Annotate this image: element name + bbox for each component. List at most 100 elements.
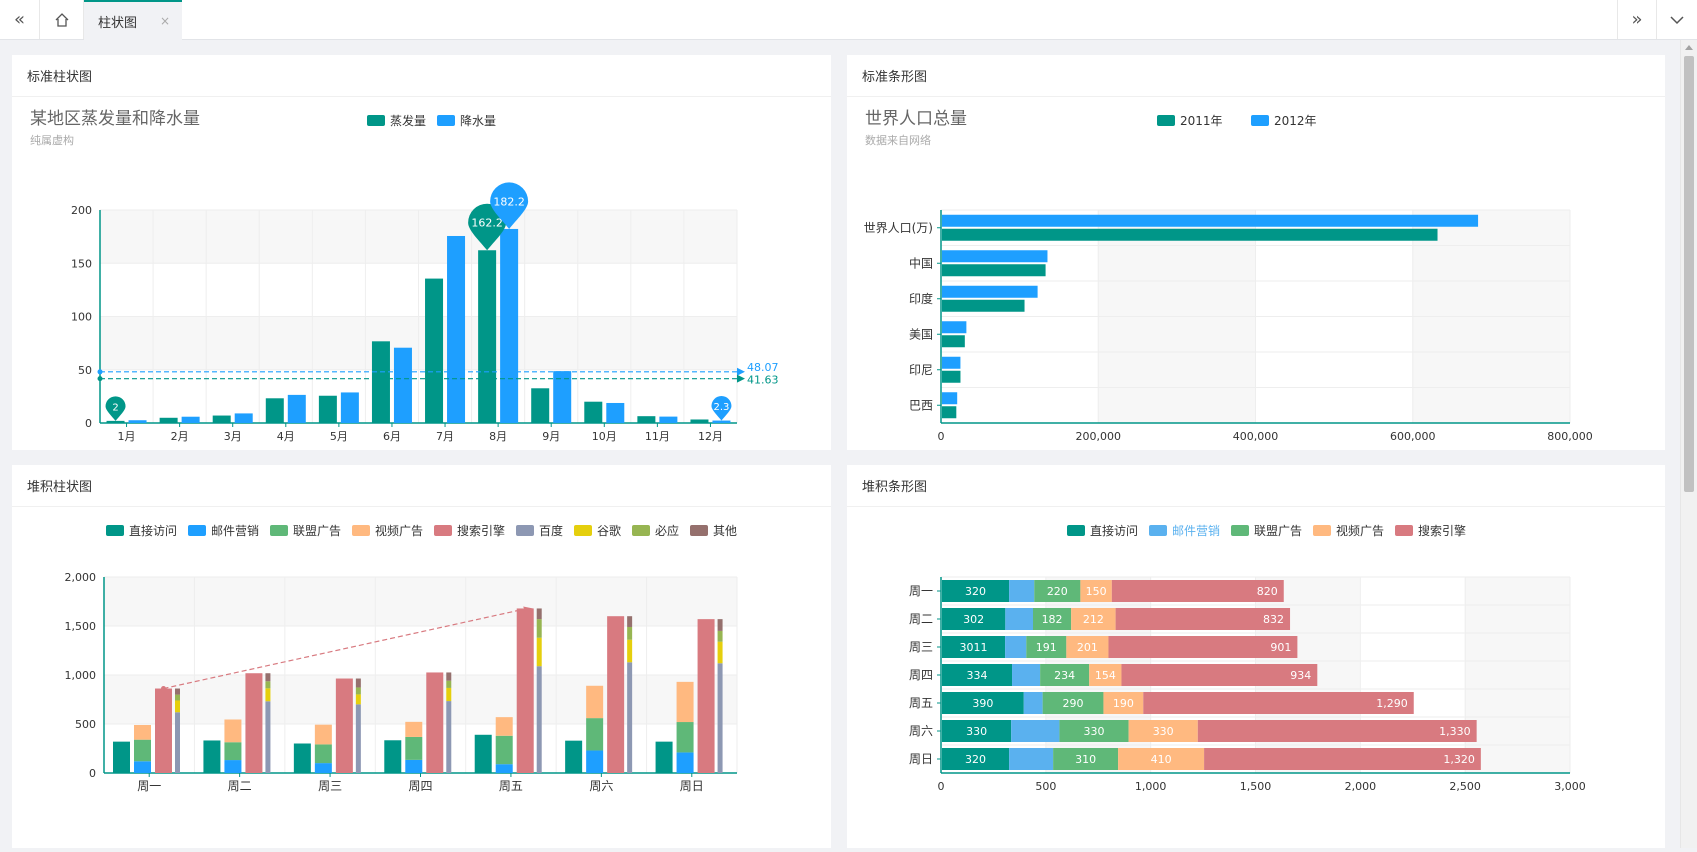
y-tick-label: 巴西 — [909, 398, 933, 412]
chevron-down-icon[interactable] — [1657, 0, 1697, 39]
legend-swatch — [1313, 525, 1331, 536]
bar-segment — [1103, 692, 1144, 714]
bar-se-stack — [627, 639, 633, 663]
data-label: 191 — [1036, 641, 1057, 654]
bar-2011 — [942, 335, 965, 348]
bar-precipitation — [500, 228, 519, 423]
bar-ad-stack — [586, 685, 604, 719]
data-label: 150 — [1086, 585, 1107, 598]
bar-precipitation — [447, 235, 466, 423]
bar-segment — [942, 748, 1010, 770]
bar-se-stack — [265, 673, 271, 682]
mark-point — [490, 182, 529, 229]
bar-ad-stack — [676, 722, 694, 753]
legend-label: 百度 — [539, 523, 563, 538]
x-tick-label: 8月 — [489, 430, 507, 443]
bar-evaporation — [159, 417, 178, 423]
y-tick-label: 印尼 — [909, 363, 933, 377]
bar-se-stack — [717, 641, 723, 664]
bar-se-stack — [717, 619, 723, 631]
bar-segment — [942, 580, 1010, 602]
x-tick-label: 1,500 — [1240, 780, 1272, 793]
bar-se-stack — [446, 687, 452, 702]
mark-line-arrow — [737, 374, 745, 383]
bar-ad-stack — [495, 717, 513, 736]
page-scrollbar[interactable] — [1680, 40, 1697, 848]
bar-segment — [1143, 692, 1414, 714]
legend-swatch — [1251, 115, 1269, 126]
data-label: 234 — [1054, 669, 1075, 682]
grid-band — [1465, 577, 1570, 773]
x-tick-label: 200,000 — [1076, 430, 1122, 443]
bar-search-engine — [697, 619, 715, 773]
bar-segment — [1012, 664, 1041, 686]
bar-2012 — [942, 356, 961, 369]
close-icon[interactable]: × — [159, 14, 170, 28]
y-tick-label: 周六 — [909, 724, 933, 738]
chart-subtitle: 数据来自网络 — [865, 133, 931, 147]
data-label: 320 — [965, 753, 986, 766]
scroll-up-icon[interactable] — [1685, 45, 1693, 50]
legend-label: 搜索引擎 — [1418, 523, 1466, 538]
bar-precipitation — [181, 416, 200, 423]
x-tick-label: 6月 — [383, 430, 401, 443]
bar-se-stack — [536, 608, 542, 620]
bar-search-engine — [245, 673, 263, 773]
legend-label: 视频广告 — [1336, 523, 1384, 538]
y-tick-label: 周日 — [909, 752, 933, 766]
x-tick-label: 3,000 — [1554, 780, 1586, 793]
data-label: 410 — [1151, 753, 1172, 766]
data-label: 302 — [963, 613, 984, 626]
y-tick-label: 2,000 — [65, 571, 97, 584]
legend-label: 降水量 — [460, 114, 496, 128]
x-tick-label: 0 — [938, 780, 945, 793]
data-label: 1,290 — [1376, 697, 1408, 710]
bar-search-engine — [607, 616, 625, 773]
bar-precipitation — [659, 416, 678, 423]
legend-swatch — [1067, 525, 1085, 536]
bar-ad-stack — [495, 764, 513, 773]
chart-subtitle: 纯属虚构 — [30, 133, 74, 147]
bar-ad-stack — [405, 721, 423, 737]
legend-label: 2012年 — [1274, 114, 1317, 128]
bar-segment — [1053, 748, 1119, 770]
bar-segment — [1059, 720, 1129, 742]
data-label: 154 — [1095, 669, 1116, 682]
data-label: 820 — [1257, 585, 1278, 598]
home-icon[interactable] — [40, 0, 84, 39]
chart-stacked-horizontal-bar: 直接访问 邮件营销 联盟广告 视频广告 搜索引擎 0 500 1,000 1,500 2,000 2… — [909, 523, 1586, 793]
chart-stacked-bar: 直接访问 邮件营销 联盟广告 视频广告 搜索引擎 百度 谷歌 必应 其他 0 500 1,000 1,5… — [65, 523, 738, 793]
bar-se-stack — [446, 701, 452, 773]
bar-segment — [1042, 692, 1104, 714]
mark-point-label: 162.2 — [471, 217, 503, 230]
bar-precipitation — [393, 347, 412, 423]
bar-2011 — [942, 406, 957, 419]
scrollbar-thumb[interactable] — [1684, 56, 1694, 492]
y-tick-label: 美国 — [909, 327, 933, 341]
y-tick-label: 周四 — [909, 668, 933, 682]
bar-precipitation — [712, 420, 731, 423]
bar-ad-stack — [676, 681, 694, 723]
card-standard-horizontal-bar: 标准条形图 世界人口总量 数据来自网络 2011年 2012年 0 200,000 400,… — [847, 55, 1665, 450]
double-left-icon[interactable]: « — [0, 0, 40, 39]
x-tick-label: 0 — [938, 430, 945, 443]
bar-evaporation — [212, 415, 231, 423]
bar-segment — [1032, 608, 1072, 630]
double-right-icon[interactable]: » — [1617, 0, 1657, 39]
legend-swatch — [1149, 525, 1167, 536]
chart-title: 世界人口总量 — [865, 109, 967, 129]
bar-segment — [1071, 608, 1116, 630]
y-tick-label: 200 — [71, 204, 92, 217]
bar-se-stack — [175, 694, 180, 701]
bar-precipitation — [606, 402, 625, 423]
bar-direct — [474, 734, 492, 773]
tab-bar-chart[interactable]: 柱状图 × — [84, 0, 182, 40]
y-tick-label: 100 — [71, 311, 92, 324]
legend-label: 视频广告 — [375, 523, 423, 538]
mark-line-start — [97, 369, 103, 375]
bar-2011 — [942, 299, 1025, 312]
y-tick-label: 1,500 — [65, 620, 97, 633]
bar-se-stack — [717, 630, 723, 642]
